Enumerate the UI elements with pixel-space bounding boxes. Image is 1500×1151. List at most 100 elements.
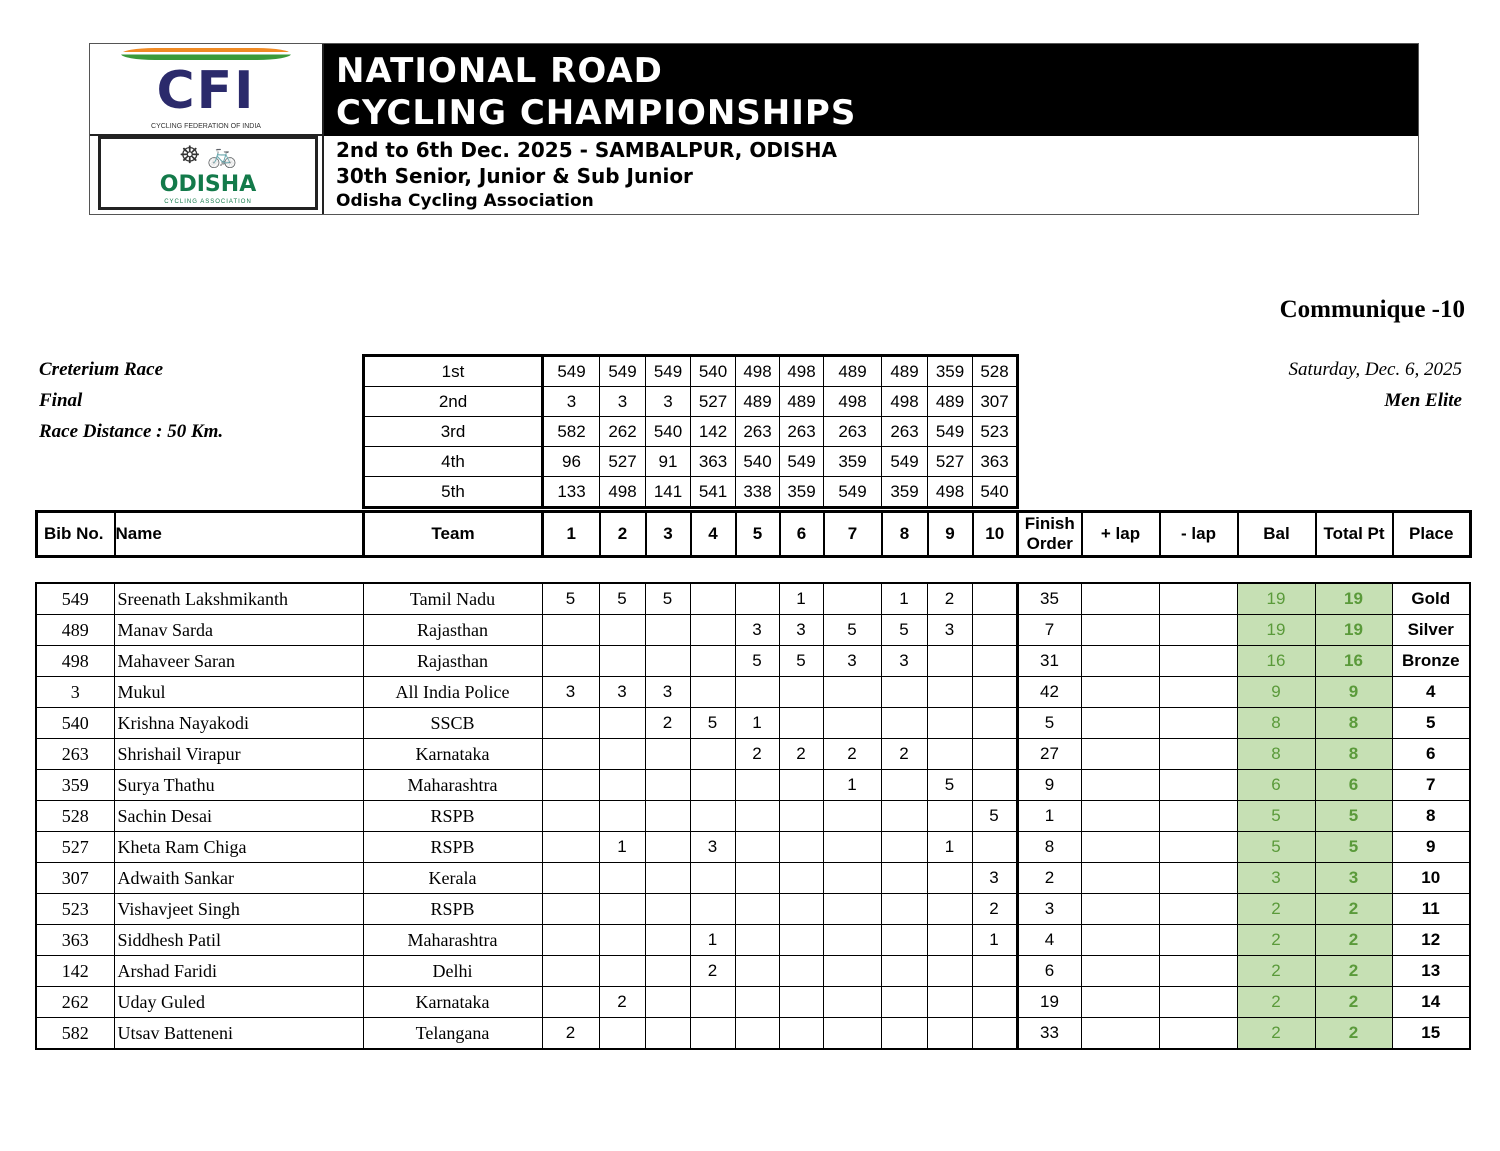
sprint-points-cell <box>734 582 780 615</box>
sprint-points-cell <box>880 707 928 739</box>
sprint-points-cell <box>734 676 780 708</box>
column-header: 2 <box>598 510 647 558</box>
sprint-points-cell <box>880 800 928 832</box>
balance-points: 8 <box>1236 738 1316 770</box>
total-points: 8 <box>1314 707 1393 739</box>
place: 4 <box>1391 676 1471 708</box>
sprint-points-cell <box>926 955 973 987</box>
sprint-points-cell <box>689 676 736 708</box>
balance-points: 5 <box>1236 800 1316 832</box>
sprint-bib-cell: 498 <box>779 355 824 387</box>
sprint-points-cell: 2 <box>598 986 646 1018</box>
sprint-points-cell <box>880 986 928 1018</box>
team-name: Karnataka <box>362 986 543 1018</box>
results-table: 549 Sreenath Lakshmikanth Tamil Nadu 5 5 5 1 1 2… <box>35 582 1471 1050</box>
balance-points: 2 <box>1236 986 1316 1018</box>
sprint-bib-cell: 527 <box>690 386 736 417</box>
sprint-points-cell: 3 <box>541 676 600 708</box>
minus-lap <box>1158 831 1238 863</box>
column-header: Bal <box>1236 510 1317 558</box>
minus-lap <box>1158 769 1238 801</box>
team-name: Maharashtra <box>362 924 543 956</box>
sprint-points-cell: 2 <box>971 893 1018 925</box>
sprint-points-cell <box>880 924 928 956</box>
sprint-points-cell <box>541 707 600 739</box>
sprint-bib-cell: 549 <box>927 416 973 447</box>
sprint-points-cell: 5 <box>822 614 882 646</box>
plus-lap <box>1080 614 1160 646</box>
sprint-points-cell <box>880 862 928 894</box>
sprint-points-cell <box>644 738 691 770</box>
minus-lap <box>1158 800 1238 832</box>
balance-points: 2 <box>1236 1017 1316 1050</box>
sprint-points-cell <box>971 676 1018 708</box>
total-points: 8 <box>1314 738 1393 770</box>
sprint-points-cell <box>644 800 691 832</box>
sprint-points-cell <box>822 1017 882 1050</box>
place: 9 <box>1391 831 1471 863</box>
sprint-points-cell <box>734 831 780 863</box>
place: 8 <box>1391 800 1471 832</box>
sprint-bib-cell: 359 <box>881 476 928 508</box>
sprint-points-cell: 5 <box>689 707 736 739</box>
sprint-bib-cell: 527 <box>927 446 973 477</box>
balance-points: 9 <box>1236 676 1316 708</box>
finish-order: 31 <box>1015 645 1082 677</box>
sprint-points-cell <box>880 831 928 863</box>
sprint-bib-cell: 3 <box>541 386 600 417</box>
sprint-points-cell <box>734 862 780 894</box>
finish-order: 2 <box>1015 862 1082 894</box>
balance-points: 16 <box>1236 645 1316 677</box>
sprint-points-cell <box>734 893 780 925</box>
finish-order: 4 <box>1015 924 1082 956</box>
plus-lap <box>1080 676 1160 708</box>
sprint-points-cell: 1 <box>880 582 928 615</box>
team-name: Kerala <box>362 862 543 894</box>
sprint-place-label: 3rd <box>362 416 543 447</box>
finish-order: 19 <box>1015 986 1082 1018</box>
plus-lap <box>1080 800 1160 832</box>
sprint-points-cell <box>880 769 928 801</box>
result-row: 142 Arshad Faridi Delhi 2 6 2 2 13 <box>35 955 1471 987</box>
sprint-points-cell <box>598 893 646 925</box>
total-points: 5 <box>1314 800 1393 832</box>
sprint-points-cell: 5 <box>926 769 973 801</box>
sprint-points-cell <box>598 800 646 832</box>
sprint-bib-cell: 133 <box>541 476 600 508</box>
plus-lap <box>1080 769 1160 801</box>
logos: CFI CYCLING FEDERATION OF INDIA ☸ 🚲 ODIS… <box>90 44 324 214</box>
column-header: 3 <box>644 510 692 558</box>
team-name: Delhi <box>362 955 543 987</box>
sprint-points-cell <box>541 738 600 770</box>
sprint-points-cell: 3 <box>880 645 928 677</box>
bib-number: 549 <box>35 582 115 615</box>
plus-lap <box>1080 831 1160 863</box>
sprint-points-cell <box>778 707 824 739</box>
bib-number: 498 <box>35 645 115 677</box>
sprint-points-cell <box>644 986 691 1018</box>
result-row: 3 Mukul All India Police 3 3 3 42 9 9 4 <box>35 676 1471 708</box>
rider-name: Utsav Batteneni <box>113 1017 364 1050</box>
column-header: 6 <box>778 510 825 558</box>
sprint-place-label: 5th <box>362 476 543 508</box>
sprint-points-cell <box>778 924 824 956</box>
sprint-points-cell <box>644 831 691 863</box>
total-points: 19 <box>1314 582 1393 615</box>
bib-number: 489 <box>35 614 115 646</box>
sprint-bib-cell: 262 <box>599 416 646 447</box>
sprint-place-row: 1st 549 549 549 540 498 498 489 489 359 528 <box>362 355 1018 387</box>
minus-lap <box>1158 582 1238 615</box>
sprint-points-cell <box>778 800 824 832</box>
sprint-points-cell: 1 <box>598 831 646 863</box>
balance-points: 2 <box>1236 893 1316 925</box>
column-header-text: Finish Order <box>1024 514 1075 553</box>
sprint-points-cell <box>880 1017 928 1050</box>
sprint-points-cell <box>644 769 691 801</box>
sprint-bib-cell: 498 <box>599 476 646 508</box>
sprint-points-cell <box>541 831 600 863</box>
bib-number: 263 <box>35 738 115 770</box>
sprint-bib-cell: 523 <box>972 416 1018 447</box>
sprint-bib-cell: 489 <box>779 386 824 417</box>
result-row: 263 Shrishail Virapur Karnataka 2 2 2 2 27 8 8 6 <box>35 738 1471 770</box>
sprint-points-cell: 3 <box>689 831 736 863</box>
